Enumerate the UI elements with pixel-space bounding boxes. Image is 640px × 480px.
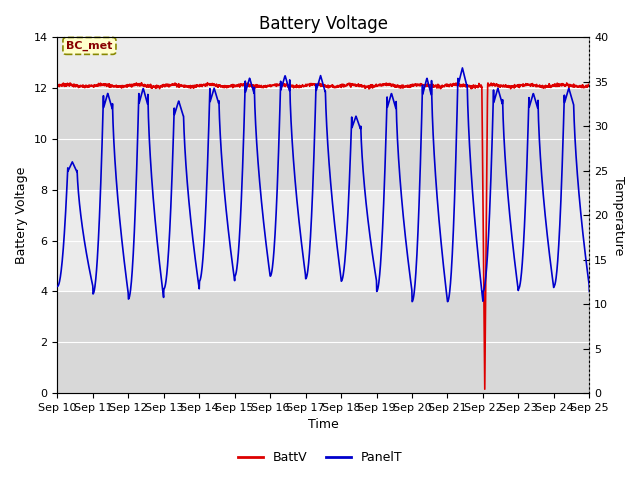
Y-axis label: Battery Voltage: Battery Voltage bbox=[15, 167, 28, 264]
Bar bbox=[58, 88, 589, 190]
Bar bbox=[58, 291, 589, 393]
Title: Battery Voltage: Battery Voltage bbox=[259, 15, 388, 33]
Bar bbox=[58, 190, 589, 291]
Text: BC_met: BC_met bbox=[67, 41, 113, 51]
X-axis label: Time: Time bbox=[308, 419, 339, 432]
Bar bbox=[58, 37, 589, 88]
Y-axis label: Temperature: Temperature bbox=[612, 176, 625, 255]
Legend: BattV, PanelT: BattV, PanelT bbox=[232, 446, 408, 469]
